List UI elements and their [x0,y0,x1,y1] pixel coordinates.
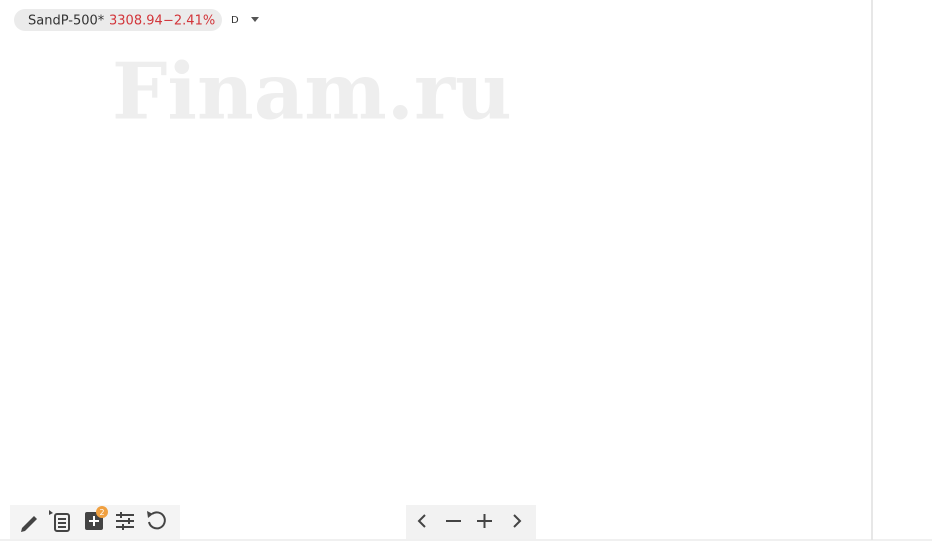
draw-tool[interactable] [21,510,53,532]
dropdown-arrow[interactable] [251,17,259,22]
symbol: SandP-500* [28,14,105,29]
zoom-in[interactable] [477,514,492,528]
price: 3308.94 [109,14,163,29]
toolbar: 2 [10,505,536,539]
indicators-tool[interactable] [85,506,108,530]
scroll-left[interactable] [417,514,426,528]
reset-tool[interactable] [147,511,166,530]
settings-tool[interactable] [116,512,134,530]
nav-bg [406,505,536,539]
watermark: Finam.ru [112,47,512,138]
change: −2.41% [163,14,215,29]
interval[interactable]: D [231,15,239,26]
symbol-pill[interactable] [14,9,222,31]
badge: 2 [99,508,104,517]
scroll-right[interactable] [513,514,522,528]
list-tool[interactable] [54,513,70,532]
